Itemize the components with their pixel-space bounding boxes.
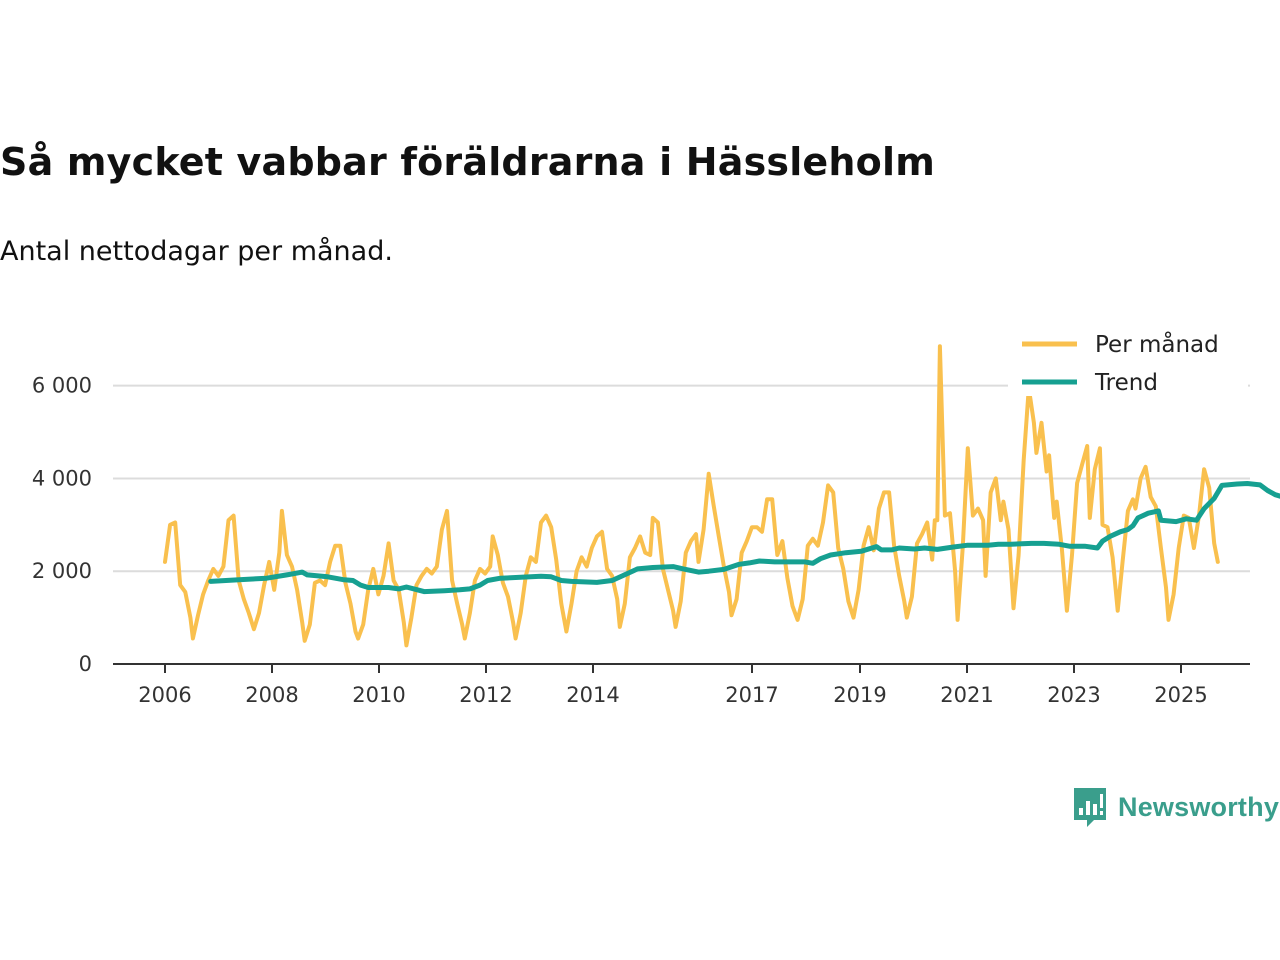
- x-tick-label: 2021: [940, 683, 993, 707]
- x-tick-label: 2019: [833, 683, 886, 707]
- x-tick-label: 2006: [138, 683, 191, 707]
- x-tick-label: 2008: [245, 683, 298, 707]
- legend-label: Per månad: [1095, 330, 1219, 358]
- x-tick-label: 2017: [725, 683, 778, 707]
- series-line-per-manad: [163, 344, 1220, 648]
- chart-subtitle: Antal nettodagar per månad.: [0, 236, 393, 267]
- x-tick-label: 2014: [566, 683, 619, 707]
- line-chart: 0 2 000 4 000 6 000 2006 2008 2010 2012 2014 201…: [32, 324, 1280, 707]
- series-line-trend: [208, 481, 1280, 595]
- newsworthy-logo-icon: [1074, 788, 1106, 827]
- y-axis-ticks: 0 2 000 4 000 6 000: [32, 374, 92, 676]
- chart-title: Så mycket vabbar föräldrarna i Hässlehol…: [0, 140, 935, 184]
- y-tick-label: 6 000: [32, 374, 92, 398]
- y-tick-label: 4 000: [32, 466, 92, 490]
- legend-label: Trend: [1094, 370, 1158, 396]
- series-lines: [163, 344, 1280, 648]
- y-tick-label: 2 000: [32, 559, 92, 583]
- x-tick-label: 2010: [352, 683, 405, 707]
- x-axis-ticks: 2006 2008 2010 2012 2014 2017 2019 2021 2023 2025: [138, 664, 1208, 707]
- x-tick-label: 2012: [459, 683, 512, 707]
- x-tick-label: 2023: [1047, 683, 1100, 707]
- legend: Per månad Trend: [1008, 324, 1248, 396]
- newsworthy-logo: Newsworthy: [1072, 786, 1279, 828]
- newsworthy-logo-text: Newsworthy: [1118, 791, 1280, 822]
- x-tick-label: 2025: [1154, 683, 1207, 707]
- y-tick-label: 0: [79, 652, 92, 676]
